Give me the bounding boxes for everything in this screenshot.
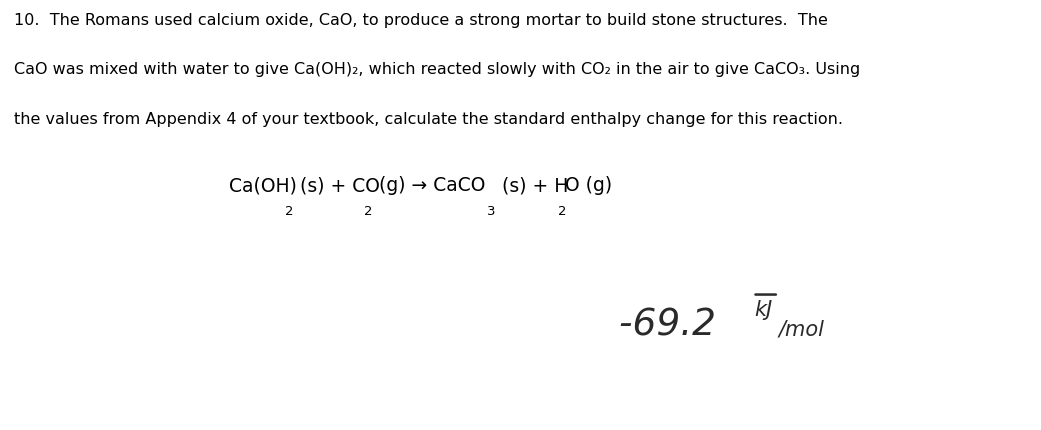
Text: (s) + CO: (s) + CO [294, 176, 379, 195]
Text: 10.  The Romans used calcium oxide, CaO, to produce a strong mortar to build sto: 10. The Romans used calcium oxide, CaO, … [14, 13, 828, 28]
Text: -69.2: -69.2 [619, 307, 729, 344]
Text: /mol: /mol [779, 319, 824, 339]
Text: 2: 2 [364, 205, 373, 218]
Text: 3: 3 [487, 205, 496, 218]
Text: (s) + H: (s) + H [496, 176, 568, 195]
Text: O (g): O (g) [565, 176, 612, 195]
Text: Ca(OH): Ca(OH) [229, 176, 297, 195]
Text: 2: 2 [285, 205, 294, 218]
Text: (g) → CaCO: (g) → CaCO [373, 176, 485, 195]
Text: CaO was mixed with water to give Ca(OH)₂, which reacted slowly with CO₂ in the a: CaO was mixed with water to give Ca(OH)₂… [14, 62, 860, 77]
Text: the values from Appendix 4 of your textbook, calculate the standard enthalpy cha: the values from Appendix 4 of your textb… [14, 112, 842, 127]
Text: 2: 2 [558, 205, 566, 218]
Text: kJ: kJ [755, 300, 773, 320]
